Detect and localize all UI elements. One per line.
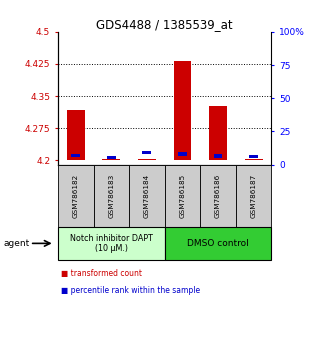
Bar: [178, 152, 187, 156]
Bar: [209, 105, 227, 160]
Bar: [249, 155, 258, 158]
Text: agent: agent: [3, 239, 29, 248]
Bar: [245, 159, 262, 160]
Text: GSM786186: GSM786186: [215, 173, 221, 218]
Bar: [107, 156, 116, 159]
Bar: [142, 151, 151, 154]
Text: ■ transformed count: ■ transformed count: [61, 269, 142, 278]
Text: GSM786182: GSM786182: [73, 173, 79, 218]
Text: GSM786184: GSM786184: [144, 173, 150, 218]
Text: GSM786187: GSM786187: [251, 173, 257, 218]
Text: Notch inhibitor DAPT
(10 μM.): Notch inhibitor DAPT (10 μM.): [70, 234, 153, 253]
Title: GDS4488 / 1385539_at: GDS4488 / 1385539_at: [96, 18, 233, 31]
Bar: [102, 159, 120, 160]
Bar: [138, 159, 156, 160]
Text: DMSO control: DMSO control: [187, 239, 249, 248]
Bar: [67, 110, 85, 160]
Text: GSM786183: GSM786183: [108, 173, 114, 218]
Bar: [71, 154, 80, 157]
Text: GSM786185: GSM786185: [179, 173, 185, 218]
Text: ■ percentile rank within the sample: ■ percentile rank within the sample: [61, 286, 200, 295]
Bar: [213, 154, 222, 158]
Bar: [173, 61, 191, 160]
